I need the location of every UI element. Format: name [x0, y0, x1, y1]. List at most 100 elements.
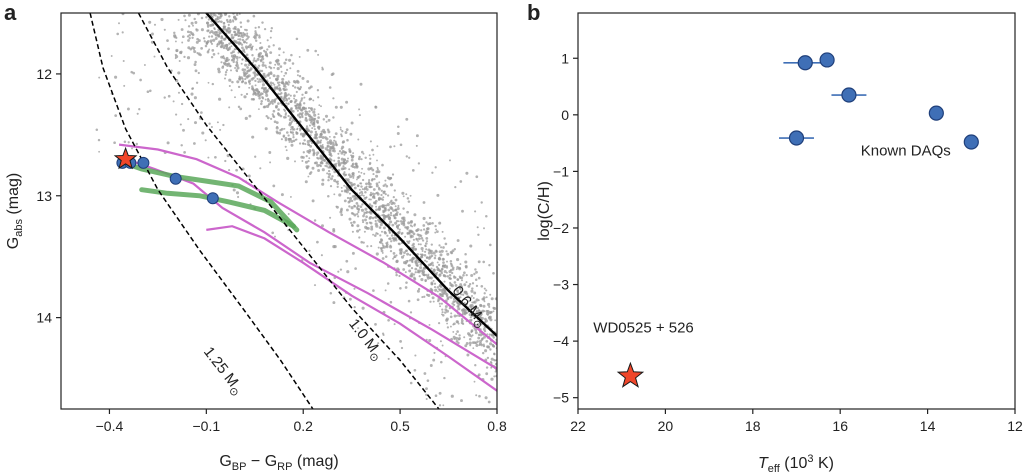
background-star [425, 227, 429, 231]
background-star [210, 41, 213, 44]
background-star [305, 127, 309, 130]
background-star [448, 277, 451, 280]
daq-point [963, 134, 979, 150]
background-star [222, 27, 224, 30]
background-star [348, 217, 352, 221]
background-star [402, 223, 406, 227]
background-star [339, 128, 342, 131]
background-star [417, 287, 421, 291]
background-star [396, 227, 400, 230]
background-star [428, 222, 432, 226]
background-star [235, 63, 239, 68]
background-star [290, 140, 294, 143]
background-star [240, 32, 243, 35]
background-star [241, 36, 244, 39]
background-star [186, 30, 190, 34]
background-star [381, 257, 385, 260]
background-star [254, 155, 257, 158]
background-star [333, 159, 336, 162]
background-star [256, 57, 260, 61]
background-star [423, 372, 427, 375]
background-star [179, 50, 183, 54]
background-star [287, 97, 291, 100]
background-star [348, 181, 351, 184]
background-star [326, 141, 330, 145]
background-star [257, 94, 261, 98]
background-star [231, 19, 235, 22]
background-star [192, 24, 194, 27]
background-star [370, 225, 374, 229]
background-star [370, 245, 373, 248]
background-star [356, 175, 360, 180]
background-star [443, 280, 446, 283]
background-star [301, 93, 304, 96]
background-star [488, 264, 491, 267]
background-star [216, 33, 220, 37]
background-star [413, 247, 418, 251]
background-star [403, 261, 407, 265]
background-star [263, 49, 266, 53]
background-star [244, 72, 247, 76]
background-star [232, 27, 235, 30]
background-star [416, 289, 420, 293]
background-star [380, 193, 383, 197]
background-star [281, 77, 285, 81]
background-star [331, 141, 335, 145]
background-star [493, 306, 497, 311]
background-star [233, 39, 236, 43]
background-star [213, 27, 216, 30]
background-star [402, 254, 405, 257]
daq-point [928, 105, 944, 121]
background-star [468, 333, 472, 337]
background-star [195, 28, 199, 32]
background-star [490, 357, 494, 361]
background-star [407, 264, 410, 267]
background-star [289, 131, 292, 133]
background-star [220, 36, 224, 40]
background-star [489, 243, 492, 247]
background-star [420, 236, 424, 240]
background-star [429, 276, 433, 280]
x-tick-label: 12 [1007, 418, 1023, 434]
background-star [222, 22, 226, 25]
background-star [268, 87, 270, 90]
background-star [343, 158, 346, 162]
background-star [352, 220, 356, 224]
background-star [262, 61, 265, 64]
background-star [333, 139, 336, 142]
background-star [440, 267, 444, 271]
background-star [438, 250, 442, 254]
background-star [413, 273, 416, 276]
background-star [421, 249, 424, 253]
background-star [367, 181, 371, 184]
background-star [390, 207, 394, 211]
background-star [205, 21, 209, 25]
background-star [177, 91, 181, 94]
background-star [481, 297, 485, 301]
y-tick-label: 1 [561, 50, 569, 66]
background-star [258, 34, 261, 37]
background-star [228, 42, 231, 45]
background-star [298, 74, 302, 78]
background-star [442, 292, 446, 295]
background-star [251, 45, 254, 48]
background-star [392, 238, 396, 242]
background-star [333, 179, 337, 183]
background-star [470, 294, 474, 298]
background-star [440, 246, 443, 249]
background-star [327, 172, 332, 176]
background-star [421, 239, 425, 242]
background-star [357, 157, 361, 161]
background-star [396, 132, 400, 135]
background-star [230, 69, 232, 72]
background-star [193, 63, 197, 67]
background-star [410, 259, 414, 263]
background-star [328, 151, 331, 154]
background-star [430, 252, 433, 255]
background-star [228, 106, 231, 109]
background-star [291, 126, 294, 129]
background-star [366, 226, 370, 230]
background-star [456, 314, 459, 317]
background-star [287, 213, 290, 215]
background-star [97, 138, 101, 142]
